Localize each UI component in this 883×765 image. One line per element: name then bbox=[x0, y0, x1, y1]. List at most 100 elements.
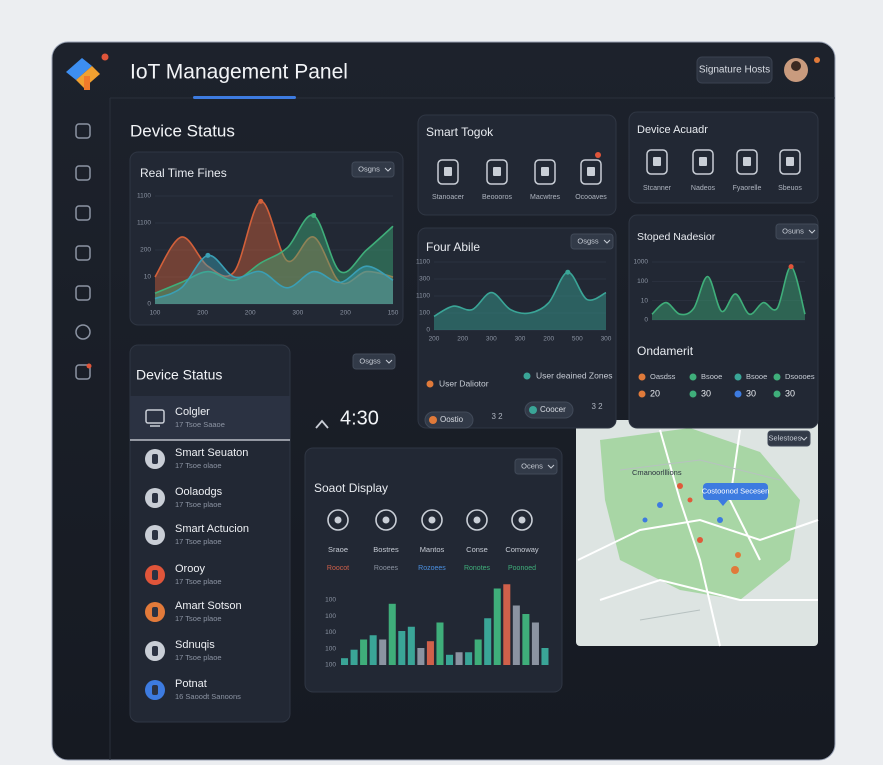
pill-count: 3 2 bbox=[491, 412, 503, 421]
map-tooltip-tail bbox=[718, 500, 728, 506]
device-name: Colgler bbox=[175, 406, 210, 418]
y-tick-label: 100 bbox=[325, 629, 336, 636]
dropdown-caret bbox=[800, 436, 808, 441]
section-heading: Device Status bbox=[130, 121, 235, 140]
device-label: Fyaorelle bbox=[733, 185, 762, 192]
device-icon[interactable] bbox=[580, 159, 602, 185]
x-tick-label: 300 bbox=[601, 336, 612, 343]
legend-label: Bsooe bbox=[746, 372, 767, 381]
dropdown[interactable] bbox=[514, 458, 558, 475]
control-label: Comoway bbox=[505, 545, 539, 554]
nav-icon[interactable] bbox=[75, 324, 91, 340]
dropdown-label: Osgss bbox=[577, 236, 599, 245]
logo bbox=[66, 53, 109, 90]
area-line bbox=[154, 254, 394, 300]
peak-dot bbox=[565, 269, 571, 275]
bar bbox=[512, 605, 520, 665]
nav-icon[interactable] bbox=[75, 364, 91, 380]
control-icon-core bbox=[428, 516, 436, 524]
chart-card bbox=[628, 214, 819, 429]
x-tick-label: 500 bbox=[572, 336, 583, 343]
bar bbox=[455, 652, 463, 665]
dropdown-label: Selestoes bbox=[769, 433, 802, 442]
pill[interactable] bbox=[424, 411, 474, 429]
device-sub: 17 Tsoe plaoe bbox=[175, 614, 222, 623]
control-icon[interactable] bbox=[375, 509, 397, 531]
dropdown-label: Ocens bbox=[521, 461, 543, 470]
device-icon[interactable] bbox=[692, 149, 714, 175]
nav-icon[interactable] bbox=[75, 205, 91, 221]
legend-label: Oasdss bbox=[650, 372, 676, 381]
control-icon-core bbox=[518, 516, 526, 524]
device-icon[interactable] bbox=[779, 149, 801, 175]
nav-icon[interactable] bbox=[75, 165, 91, 181]
y-tick-label: 10 bbox=[641, 297, 649, 304]
device-icon[interactable] bbox=[437, 159, 459, 185]
header-button-label[interactable]: Signature Hosts bbox=[699, 65, 770, 76]
title-underline bbox=[193, 96, 296, 99]
bar bbox=[379, 639, 387, 665]
control-icon[interactable] bbox=[511, 509, 533, 531]
map bbox=[576, 420, 819, 647]
card-title: Ondamerit bbox=[637, 344, 694, 358]
dropdown-caret bbox=[547, 464, 555, 469]
header-button[interactable] bbox=[696, 56, 773, 84]
legend-dot bbox=[734, 373, 742, 381]
dropdown[interactable] bbox=[775, 223, 819, 240]
control-icon[interactable] bbox=[327, 509, 349, 531]
bar bbox=[341, 658, 349, 665]
legend-label: User deained Zones bbox=[536, 370, 613, 380]
clock-caret bbox=[315, 419, 329, 429]
pill[interactable] bbox=[524, 401, 574, 419]
value-dot bbox=[734, 390, 742, 398]
map-tooltip[interactable] bbox=[703, 483, 768, 500]
device-icon-glyph bbox=[152, 493, 158, 503]
x-tick-label: 300 bbox=[292, 310, 303, 317]
dropdown[interactable] bbox=[352, 353, 396, 370]
nav-icon[interactable] bbox=[75, 123, 91, 139]
bar bbox=[426, 641, 434, 665]
legend-dot bbox=[426, 380, 434, 388]
area-line bbox=[154, 214, 394, 294]
pill-dot bbox=[529, 406, 537, 414]
nav-icon[interactable] bbox=[75, 285, 91, 301]
map-tooltip-label: Costoonod Secesen bbox=[702, 486, 770, 495]
card-title: Four Abile bbox=[426, 240, 480, 254]
y-tick-label: 0 bbox=[644, 317, 648, 324]
device-icon-inner bbox=[587, 167, 595, 176]
device-icon[interactable] bbox=[486, 159, 508, 185]
device-label: Stanoacer bbox=[432, 194, 465, 201]
legend-label: User Daliotor bbox=[439, 378, 489, 388]
device-icon[interactable] bbox=[646, 149, 668, 175]
device-sub: 17 Tsoe olaoe bbox=[175, 461, 222, 470]
control-icon[interactable] bbox=[421, 509, 443, 531]
device-icon[interactable] bbox=[534, 159, 556, 185]
legend-dot bbox=[523, 372, 531, 380]
dropdown[interactable] bbox=[570, 233, 614, 250]
bar bbox=[484, 618, 492, 665]
dropdown[interactable] bbox=[767, 430, 811, 447]
dropdown[interactable] bbox=[351, 161, 395, 178]
device-icon[interactable] bbox=[736, 149, 758, 175]
dropdown-label: Osuns bbox=[782, 226, 804, 235]
device-label: Sbeuos bbox=[778, 185, 802, 192]
nav-badge bbox=[86, 363, 92, 369]
control-sub: Ronotes bbox=[464, 565, 491, 572]
y-tick-label: 100 bbox=[419, 310, 430, 317]
dropdown-label: Osgss bbox=[359, 356, 381, 365]
pill-count: 3 2 bbox=[591, 402, 603, 411]
control-sub: Roocot bbox=[327, 565, 349, 572]
control-icon[interactable] bbox=[466, 509, 488, 531]
selected-row bbox=[130, 396, 290, 440]
y-tick-label: 0 bbox=[147, 301, 151, 308]
device-name: Orooy bbox=[175, 563, 205, 575]
peak-dot bbox=[311, 212, 317, 218]
device-sub: 16 Saoodt Sanoons bbox=[175, 692, 241, 701]
nav-icon[interactable] bbox=[75, 245, 91, 261]
control-label: Bostres bbox=[373, 545, 399, 554]
area-line bbox=[433, 271, 607, 318]
pill-label: Coocer bbox=[540, 405, 566, 414]
y-tick-label: 300 bbox=[419, 276, 430, 283]
card-title: Stoped Nadesior bbox=[637, 231, 716, 243]
